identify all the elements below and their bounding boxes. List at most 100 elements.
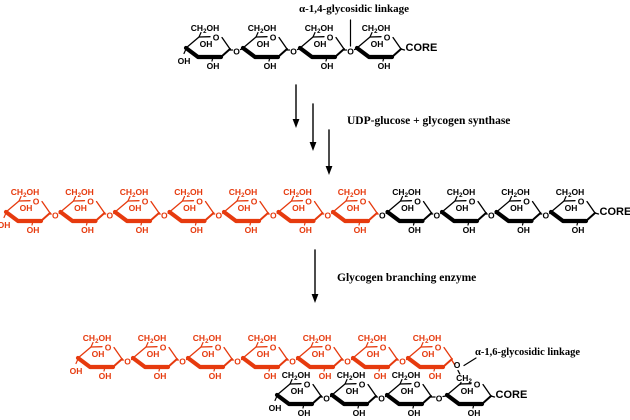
ch2oh-label: CH2OH: [362, 23, 390, 35]
branching-enzyme-label: Glycogen branching enzyme: [337, 272, 477, 284]
hydroxyl-label: OH: [183, 203, 196, 213]
ring-oxygen-label: O: [523, 197, 530, 207]
ch2oh-label: CH2OH: [501, 187, 529, 199]
core-anchor: CORE: [490, 389, 528, 401]
core-label: CORE: [600, 206, 630, 218]
hydroxyl-label: OH: [190, 225, 203, 235]
ring-oxygen-label: O: [105, 343, 112, 353]
arrowhead: [292, 119, 300, 128]
ch2oh-label: CH2OH: [229, 187, 257, 199]
hydroxyl-label: OH: [319, 371, 332, 381]
link-oxygen-label: O: [234, 357, 241, 367]
ring-oxygen-label: O: [414, 197, 421, 207]
ring-oxygen-label: O: [360, 197, 367, 207]
ring-oxygen-label: O: [578, 197, 585, 207]
ring-oxygen-label: O: [327, 33, 334, 43]
ch2oh-label: CH2OH: [392, 187, 420, 199]
ring-oxygen-label: O: [380, 343, 387, 353]
ch2oh-label: CH2OH: [283, 187, 311, 199]
hydroxyl-label: OH: [202, 349, 215, 359]
ring-oxygen-label: O: [33, 197, 40, 207]
hydroxyl-label: OH: [292, 203, 305, 213]
link-oxygen-label: O: [106, 211, 113, 221]
hydroxyl-label: OH: [81, 225, 94, 235]
hydroxyl-label: OH: [314, 39, 327, 49]
reaction-arrow: [292, 84, 300, 128]
hydroxyl-label: OH: [468, 408, 481, 418]
hydroxyl-label: OH: [99, 371, 112, 381]
reaction-arrow: [325, 129, 333, 175]
alpha-1-4-glycosidic-bond: O: [343, 47, 357, 57]
link-oxygen-label: O: [344, 357, 351, 367]
ring-oxygen-label: O: [215, 343, 222, 353]
ch2oh-label: CH2OH: [358, 333, 386, 345]
ch2oh-label: CH2OH: [138, 333, 166, 345]
core-label: CORE: [496, 389, 528, 401]
ch2oh-label: CH2OH: [337, 370, 365, 382]
hydroxyl-label: OH: [312, 349, 325, 359]
hydroxyl-label: OH: [209, 371, 222, 381]
hydroxyl-label: OH: [354, 225, 367, 235]
ch2oh-label: CH2OH: [282, 370, 310, 382]
hydroxyl-label: OH: [510, 203, 523, 213]
alpha-1-6-glycosidic-bond: O CH2: [451, 359, 472, 386]
ring-oxygen-label: O: [270, 33, 277, 43]
link-oxygen-label: O: [436, 394, 443, 404]
hydroxyl-label: OH: [422, 349, 435, 359]
hydroxyl-label: OH: [136, 225, 149, 235]
ring-oxygen-label: O: [359, 380, 366, 390]
alpha-1-6-linkage-label: α-1,6-glycosidic linkage: [475, 347, 581, 358]
hydroxyl-label: OH: [264, 371, 277, 381]
hydroxyl-label: OH: [147, 349, 160, 359]
alpha-1-4-glycosidic-bond: O: [158, 211, 170, 221]
hydroxyl-label: OH: [367, 349, 380, 359]
ring-oxygen-label: O: [160, 343, 167, 353]
hydroxyl-label: OH: [92, 349, 105, 359]
glycogen-synthase-label: UDP-glucose + glycogen synthase: [347, 115, 511, 127]
link-oxygen-label: O: [347, 47, 354, 57]
hydroxyl-label: OH: [20, 203, 33, 213]
link-oxygen-label: O: [270, 211, 277, 221]
alpha-1-4-glycosidic-bond: O: [485, 211, 497, 221]
branch-oxygen-label: O: [454, 360, 461, 370]
reaction-arrow: [309, 103, 317, 151]
link-oxygen-label: O: [290, 47, 297, 57]
arrowhead: [311, 294, 319, 303]
ch2oh-label: CH2OH: [392, 370, 420, 382]
ch2oh-label: CH2OH: [65, 187, 93, 199]
link-oxygen-label: O: [124, 357, 131, 367]
ring-oxygen-label: O: [87, 197, 94, 207]
ch2oh-label: CH2OH: [305, 23, 333, 35]
hydroxyl-label: OH: [371, 39, 384, 49]
ring-oxygen-label: O: [414, 380, 421, 390]
ch2oh-label: CH2OH: [248, 23, 276, 35]
hydroxyl-label: OH: [299, 225, 312, 235]
alpha-1-4-glycosidic-bond: O: [212, 211, 224, 221]
hydroxyl-label: OH: [298, 408, 311, 418]
hydroxyl-label: OH: [70, 366, 83, 376]
alpha-1-4-glycosidic-bond: O: [341, 357, 353, 367]
link-oxygen-label: O: [488, 211, 495, 221]
alpha-1-4-glycosidic-bond: O: [49, 211, 61, 221]
alpha-1-4-glycosidic-bond: O: [396, 357, 408, 367]
alpha-1-4-glycosidic-bond: O: [375, 394, 387, 404]
arrowhead: [309, 142, 317, 151]
link-oxygen-label: O: [233, 47, 240, 57]
alpha-1-4-glycosidic-bond: O: [103, 211, 115, 221]
